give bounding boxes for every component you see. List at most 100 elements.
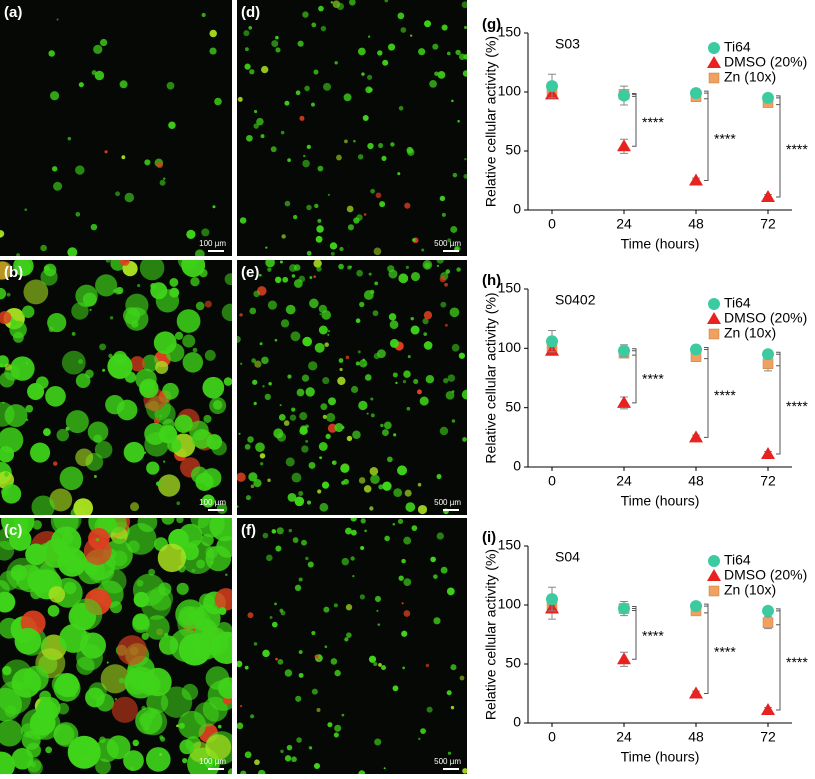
image-panel: (c) 100 µm [0,518,232,774]
cell-blob [364,374,372,381]
cell-blob [217,724,222,729]
cell-blob [329,242,338,250]
cell-blob [376,609,379,612]
cell-blob [30,710,56,736]
cell-blob [333,603,338,608]
cell-blob [0,427,24,453]
cell-blob [270,146,277,153]
cell-blob [343,478,349,485]
legend-label: Ti64 [724,295,751,311]
image-background [237,518,467,774]
cell-blob [350,518,357,522]
cell-blob [266,554,273,562]
cell-blob [10,319,17,326]
data-point [618,344,630,357]
cell-blob [301,374,310,382]
cell-blob [145,747,171,772]
minor-bracket [704,347,709,360]
cell-blob [458,53,466,61]
cell-blob [346,435,353,442]
data-point [762,348,774,361]
cell-blob [271,40,279,48]
cell-blob [346,632,352,639]
cell-blob [370,413,375,418]
cell-blob [444,282,448,287]
cell-blob [368,35,371,38]
cell-blob [436,474,442,480]
cell-blob [451,99,454,103]
cell-blob [41,538,71,568]
cell-blob [452,172,458,178]
cell-blob [238,432,241,435]
cell-blob [95,758,111,774]
significance-label: **** [642,114,664,130]
cell-blob [78,82,84,88]
cell-blob [314,654,319,659]
data-point [546,335,558,348]
cell-blob [139,260,165,281]
cell-blob [179,739,195,755]
cell-blob [447,238,452,243]
cell-blob [223,377,232,386]
cell-blob [441,212,446,217]
cell-blob [451,343,460,352]
cell-blob [405,502,416,512]
cell-blob [48,50,55,57]
cell-blob [358,400,368,411]
cell-blob [23,279,49,305]
significance-label: **** [786,141,808,157]
chart: (i) S04 0 50 100 150 0 24 48 72 Time (hours) Relati… [482,529,808,765]
significance-bracket [632,350,637,404]
legend-label: DMSO (20%) [724,567,807,583]
cell-blob [403,578,412,587]
cell-blob [387,456,393,463]
cell-blob [439,426,449,436]
cell-blob [284,100,290,106]
cell-blob [292,537,299,543]
cell-blob [14,627,42,655]
image-panel: (b) 100 µm [0,260,232,515]
cell-blob [358,770,366,774]
cell-blob [56,428,69,442]
cell-blob [439,275,447,283]
data-point [690,343,702,356]
cell-blob [287,374,292,379]
cell-blob [280,130,285,135]
cell-blob [350,556,355,561]
cell-blob [377,50,383,56]
cell-blob [65,410,89,434]
cell-blob [201,533,214,547]
cell-blob [368,655,377,663]
cell-blob [317,218,322,223]
cell-blob [420,728,426,734]
cell-blob [166,81,175,90]
cell-blob [93,44,103,55]
cell-blob [237,722,244,730]
panel-label: (d) [241,4,260,21]
cell-blob [279,260,283,264]
cell-blob [159,179,166,186]
chart: (h) S0402 0 50 100 150 0 24 48 72 Time (hours) Rela… [482,272,808,509]
cell-blob [334,422,344,433]
cell-blob [240,770,247,774]
cell-blob [357,154,364,160]
cell-blob [306,204,312,211]
cell-blob [0,287,7,300]
cell-blob [327,329,331,333]
cell-blob [403,370,411,378]
cell-blob [157,543,187,573]
cell-blob [401,558,406,564]
cell-blob [174,414,193,433]
cell-blob [301,539,307,546]
cell-blob [261,356,269,365]
data-point [690,600,702,613]
x-tick-label: 24 [616,473,632,489]
cell-blob [425,663,430,668]
image-panel: (a) 100 µm [0,0,232,256]
minor-bracket [704,603,709,614]
cell-blob [253,401,257,406]
cell-blob [125,293,149,317]
cell-blob [123,441,145,463]
cell-blob [143,451,147,454]
y-axis-label: Relative cellular activity (%) [483,292,499,463]
